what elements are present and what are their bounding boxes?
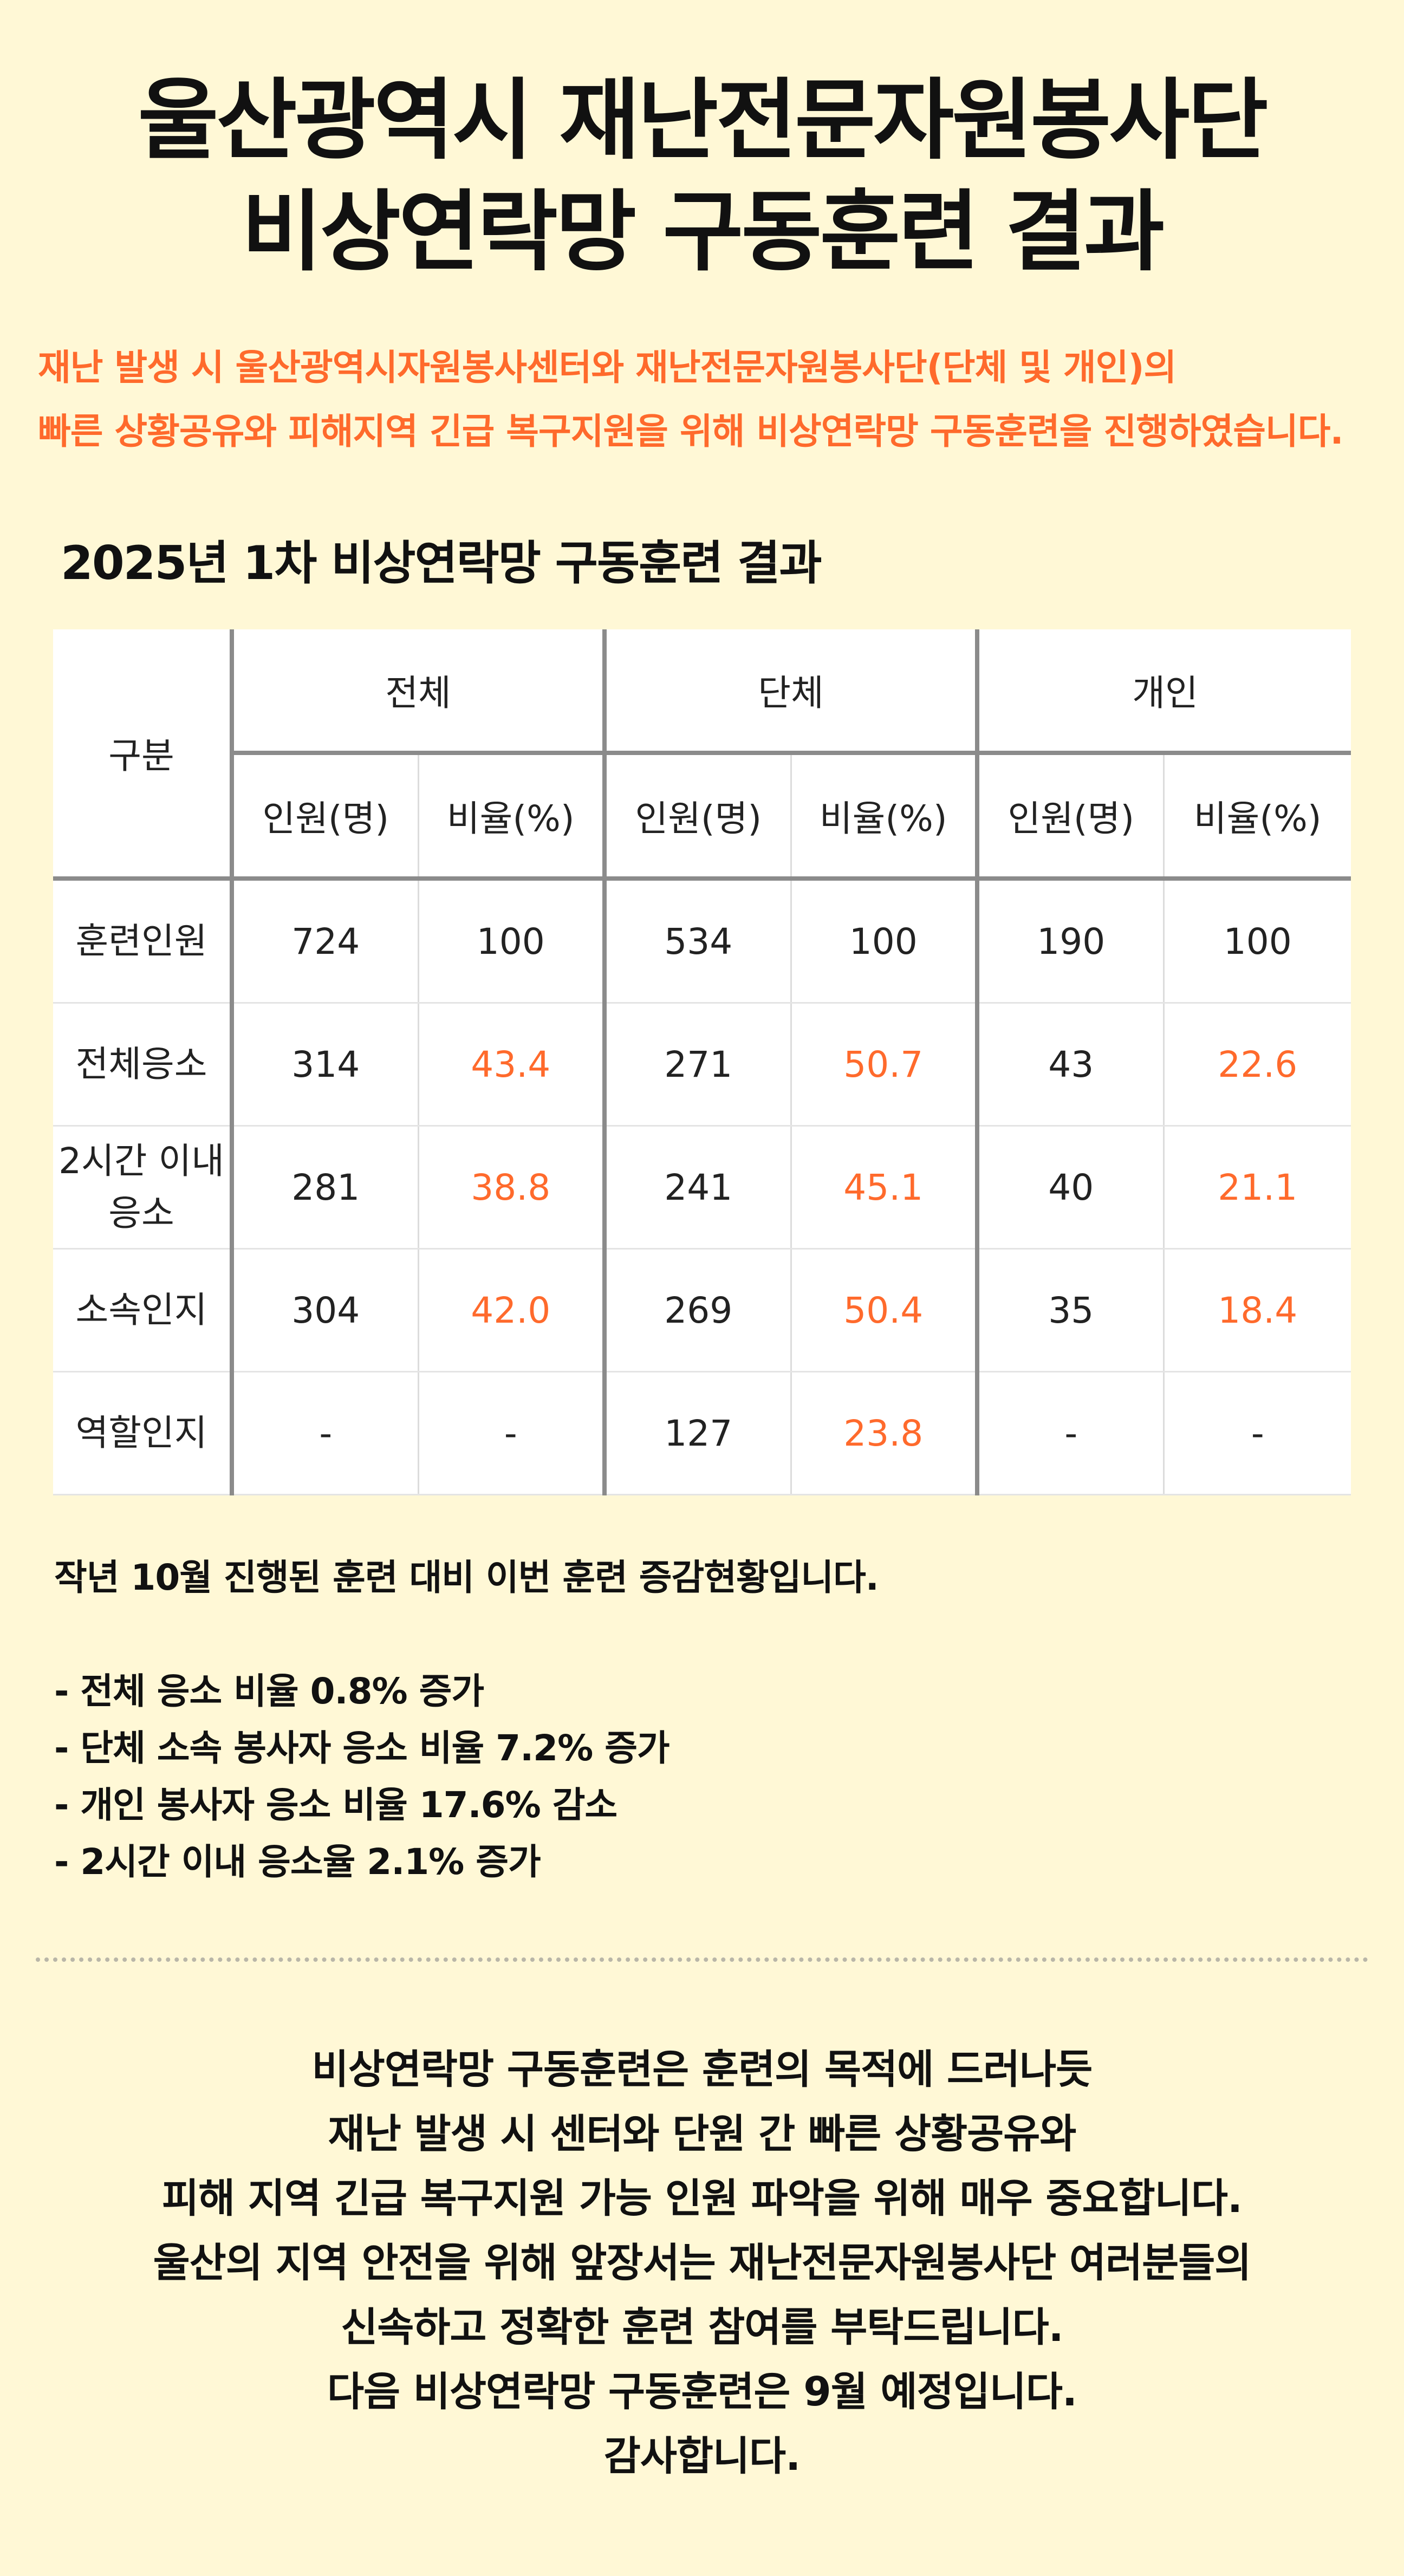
closing-line: 신속하고 정확한 훈련 참여를 부탁드립니다. [341, 2304, 1064, 2351]
table-row: 전체응소 314 43.4 271 50.7 43 22.6 [53, 1003, 1351, 1127]
table-cell-highlight: 43.4 [417, 1003, 604, 1127]
row-label: 역할인지 [53, 1371, 232, 1495]
table-cell: 190 [975, 879, 1164, 1004]
notes-spacer [54, 1606, 879, 1663]
closing-message: 비상연락망 구동훈련은 훈련의 목적에 드러나듯 재난 발생 시 센터와 단원 … [0, 2038, 1404, 2489]
table-cell-highlight: 18.4 [1162, 1248, 1351, 1372]
closing-line: 피해 지역 긴급 복구지원 가능 인원 파악을 위해 매우 중요합니다. [161, 2175, 1243, 2222]
table-cell: - [417, 1371, 604, 1495]
table-cell: 127 [602, 1371, 791, 1495]
table-cell: 271 [602, 1003, 791, 1127]
subheader-ratio: 비율(%) [790, 753, 977, 881]
table-cell: - [230, 1371, 418, 1495]
result-table: 구분 전체 단체 개인 인원(명) 비율(%) 인원(명) 비율(%) 인원(명… [53, 629, 1351, 1495]
list-item: - 2시간 이내 응소율 2.1% 증가 [54, 1841, 541, 1883]
table-row: 훈련인원 724 100 534 100 190 100 [53, 879, 1351, 1004]
table-cell-highlight: 50.7 [790, 1003, 977, 1127]
subheader-count: 인원(명) [602, 753, 791, 881]
group-header-organization: 단체 [602, 629, 977, 755]
row-label: 훈련인원 [53, 879, 232, 1004]
group-header-individual: 개인 [975, 629, 1351, 755]
table-row: 소속인지 304 42.0 269 50.4 35 18.4 [53, 1248, 1351, 1372]
closing-line: 재난 발생 시 센터와 단원 간 빠른 상황공유와 [328, 2111, 1077, 2157]
page-title-line-2: 비상연락망 구동훈련 결과 [241, 181, 1165, 283]
table-title: 2025년 1차 비상연락망 구동훈련 결과 [61, 536, 822, 590]
table-cell: 100 [790, 879, 977, 1004]
table-cell: 304 [230, 1248, 418, 1372]
table-cell-highlight: 50.4 [790, 1248, 977, 1372]
page-title: 울산광역시 재난전문자원봉사단 비상연락망 구동훈련 결과 [0, 65, 1404, 288]
intro-line-1: 재난 발생 시 울산광역시자원봉사센터와 재난전문자원봉사단(단체 및 개인)의 [38, 347, 1176, 388]
closing-line: 감사합니다. [603, 2433, 801, 2480]
notes-intro: 작년 10월 진행된 훈련 대비 이번 훈련 증감현황입니다. [54, 1557, 879, 1598]
table-cell: 100 [417, 879, 604, 1004]
intro-line-2: 빠른 상황공유와 피해지역 긴급 복구지원을 위해 비상연락망 구동훈련을 진행… [38, 411, 1344, 452]
table-cell-highlight: 22.6 [1162, 1003, 1351, 1127]
subheader-count: 인원(명) [230, 753, 418, 881]
table-cell: 40 [975, 1126, 1164, 1250]
group-header-total: 전체 [230, 629, 604, 755]
row-label: 소속인지 [53, 1248, 232, 1372]
table-cell: 269 [602, 1248, 791, 1372]
dotted-divider [36, 1957, 1368, 1962]
change-notes: 작년 10월 진행된 훈련 대비 이번 훈련 증감현황입니다. - 전체 응소 … [54, 1549, 879, 1890]
row-label: 2시간 이내 응소 [53, 1126, 232, 1250]
table-cell: 241 [602, 1126, 791, 1250]
closing-line: 다음 비상연락망 구동훈련은 9월 예정입니다. [327, 2369, 1077, 2415]
table-cell-highlight: 38.8 [417, 1126, 604, 1250]
table-header-row-units: 인원(명) 비율(%) 인원(명) 비율(%) 인원(명) 비율(%) [53, 753, 1351, 881]
table-cell-highlight: 42.0 [417, 1248, 604, 1372]
table-cell: 724 [230, 879, 418, 1004]
table-cell: 100 [1162, 879, 1351, 1004]
table-cell: 534 [602, 879, 791, 1004]
table-row: 역할인지 - - 127 23.8 - - [53, 1371, 1351, 1495]
subheader-count: 인원(명) [975, 753, 1164, 881]
table-header-row-groups: 구분 전체 단체 개인 [53, 629, 1351, 881]
table-cell: 281 [230, 1126, 418, 1250]
list-item: - 개인 봉사자 응소 비율 17.6% 감소 [54, 1784, 618, 1826]
intro-text: 재난 발생 시 울산광역시자원봉사센터와 재난전문자원봉사단(단체 및 개인)의… [38, 336, 1381, 464]
table-cell: 35 [975, 1248, 1164, 1372]
table-cell: 43 [975, 1003, 1164, 1127]
table-row: 2시간 이내 응소 281 38.8 241 45.1 40 21.1 [53, 1126, 1351, 1250]
row-label: 전체응소 [53, 1003, 232, 1127]
table-cell-highlight: 45.1 [790, 1126, 977, 1250]
table-corner-header: 구분 [53, 629, 232, 881]
list-item: - 단체 소속 봉사자 응소 비율 7.2% 증가 [54, 1727, 670, 1769]
table-cell-highlight: 23.8 [790, 1371, 977, 1495]
subheader-ratio: 비율(%) [1162, 753, 1351, 881]
table-cell: 314 [230, 1003, 418, 1127]
closing-line: 울산의 지역 안전을 위해 앞장서는 재난전문자원봉사단 여러분들의 [153, 2240, 1252, 2286]
page-title-line-1: 울산광역시 재난전문자원봉사단 [138, 70, 1269, 172]
closing-line: 비상연락망 구동훈련은 훈련의 목적에 드러나듯 [311, 2046, 1093, 2093]
table-cell: - [975, 1371, 1164, 1495]
table-cell-highlight: 21.1 [1162, 1126, 1351, 1250]
table-cell: - [1162, 1371, 1351, 1495]
list-item: - 전체 응소 비율 0.8% 증가 [54, 1670, 484, 1712]
subheader-ratio: 비율(%) [417, 753, 604, 881]
